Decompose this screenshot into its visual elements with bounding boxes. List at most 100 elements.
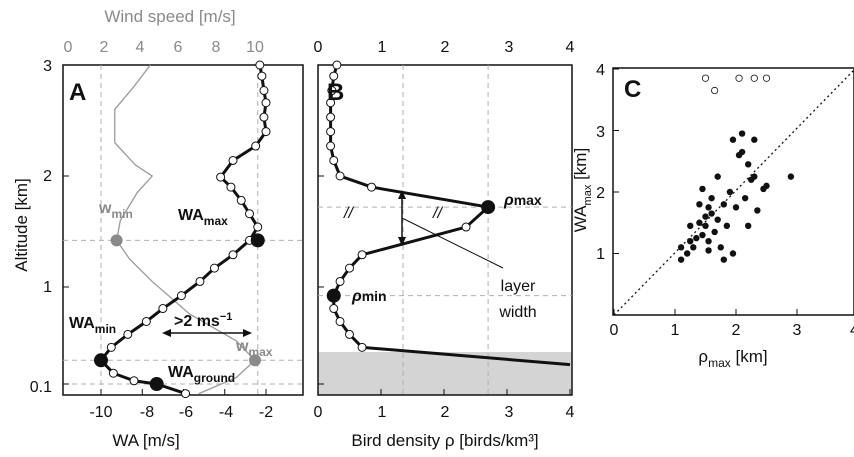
a-xtick-label: -10 (89, 404, 112, 421)
c-yaxis-label: WAmax [km] (571, 148, 594, 232)
scatter-point-filled (751, 136, 758, 143)
b-xtick-label: 1 (378, 404, 387, 421)
a-top-xtick-label: 2 (100, 39, 109, 56)
b-xtick-label: 0 (314, 404, 323, 421)
scatter-point-filled (693, 234, 700, 242)
scatter-point-filled (741, 194, 749, 202)
scatter-point-filled (726, 188, 734, 196)
panel-a-wind-series (110, 64, 261, 395)
wa-point (195, 276, 205, 286)
density-point (329, 304, 339, 314)
density-point (461, 222, 471, 232)
c-ytick-label: 4 (596, 62, 605, 79)
wa-point (216, 172, 226, 182)
wa-point (259, 86, 269, 96)
c-xaxis-label: ρmax [km] (698, 347, 767, 370)
panel-b-shaded-ground (318, 352, 572, 395)
b-top-xtick-label: 3 (505, 39, 514, 56)
scatter-point-filled (729, 136, 737, 143)
scatter-point-filled (687, 238, 694, 245)
a-xtick-label: -4 (219, 404, 233, 421)
scatter-point-open (701, 74, 710, 82)
wa-point (251, 141, 261, 151)
scatter-point-filled (705, 247, 712, 254)
wa-point (253, 222, 263, 232)
a-top-xtick-label: 6 (174, 39, 183, 56)
layer-width-arrow (398, 190, 504, 269)
scatter-point-filled (745, 161, 752, 168)
scatter-point-filled (714, 216, 721, 223)
rho-max-marker (481, 200, 496, 215)
density-point (335, 171, 345, 181)
panel-b: 0 1 2 3 4 0 1 2 3 4 Bird density ρ [bird… (314, 39, 575, 450)
scatter-point-filled (720, 256, 727, 263)
wa-point (106, 342, 116, 352)
panel-a: -10 -8 -6 -4 -2 0 2 4 6 8 10 0.1 1 2 3 W… (12, 7, 304, 450)
density-point (357, 342, 367, 352)
density-point (335, 276, 345, 286)
scatter-point-filled (705, 204, 712, 211)
density-point (329, 155, 339, 165)
wa-point (129, 376, 139, 386)
one-to-one-reference-line (613, 68, 854, 316)
wa-point (228, 250, 238, 260)
a-top-xtick-label: 0 (64, 39, 73, 56)
wind-difference-label: >2 ms−1 (174, 311, 232, 330)
scatter-point-open (762, 74, 771, 82)
c-xtick-label: 0 (610, 322, 619, 339)
wa-point (261, 98, 271, 108)
scatter-point-filled (696, 201, 703, 208)
panel-b-grid (317, 64, 572, 395)
scatter-point-filled (687, 222, 694, 230)
density-point (335, 316, 345, 326)
panel-c-frame (612, 67, 854, 316)
rho-min-marker (326, 288, 341, 303)
b-top-xtick-label: 1 (378, 39, 387, 56)
a-xtick-label: -2 (259, 404, 273, 421)
wa-point (176, 291, 186, 301)
scatter-point-filled (787, 173, 795, 180)
scatter-point-filled (708, 194, 715, 202)
scatter-point-filled (714, 173, 721, 180)
wa-ground-marker (149, 377, 164, 391)
w-min-marker (110, 234, 123, 247)
b-xtick-label: 3 (505, 404, 514, 421)
wa-point (209, 263, 219, 273)
panel-c: 0 1 2 3 4 1 2 3 4 ρmax [km] WAmax [km] C (571, 62, 854, 370)
a-top-xtick-label: 8 (212, 39, 221, 56)
a-top-xtick-label: 10 (246, 39, 264, 56)
scatter-point-filled (745, 222, 752, 230)
rho-max-label: ρmax (503, 192, 542, 209)
a-xtick-label: -6 (179, 404, 193, 421)
c-ytick-label: 1 (596, 246, 605, 263)
break-mark-right: // (432, 205, 443, 222)
density-point (367, 182, 377, 192)
wa-point (123, 329, 133, 339)
reference-line (613, 69, 854, 316)
density-point (345, 329, 354, 339)
b-xtick-label: 2 (441, 404, 450, 421)
density-point (326, 127, 336, 137)
scatter-point-filled (732, 204, 740, 211)
wa-point (236, 195, 246, 205)
a-ytick-label: 1 (43, 279, 52, 296)
b-top-xtick-label: 2 (441, 39, 450, 56)
b-top-xtick-label: 4 (566, 39, 575, 56)
scatter-point-filled (708, 210, 715, 217)
b-top-xtick-label: 0 (314, 39, 323, 56)
panel-a-letter: A (69, 79, 86, 106)
wa-point (158, 304, 168, 314)
scatter-point-filled (702, 222, 709, 230)
break-mark-left: // (343, 205, 354, 222)
c-xtick-label: 1 (671, 322, 680, 339)
scatter-point-filled (702, 213, 709, 220)
panel-c-scatter-points (677, 74, 795, 263)
c-xtick-label: 2 (732, 322, 741, 339)
a-ytick-label: 0.1 (30, 379, 52, 396)
scatter-point-filled (699, 185, 706, 193)
wa-point (226, 182, 236, 192)
c-xtick-label: 3 (793, 322, 802, 339)
a-top-xtick-label: 4 (136, 39, 145, 56)
wa-point (228, 155, 238, 165)
scatter-point-filled (717, 244, 724, 251)
